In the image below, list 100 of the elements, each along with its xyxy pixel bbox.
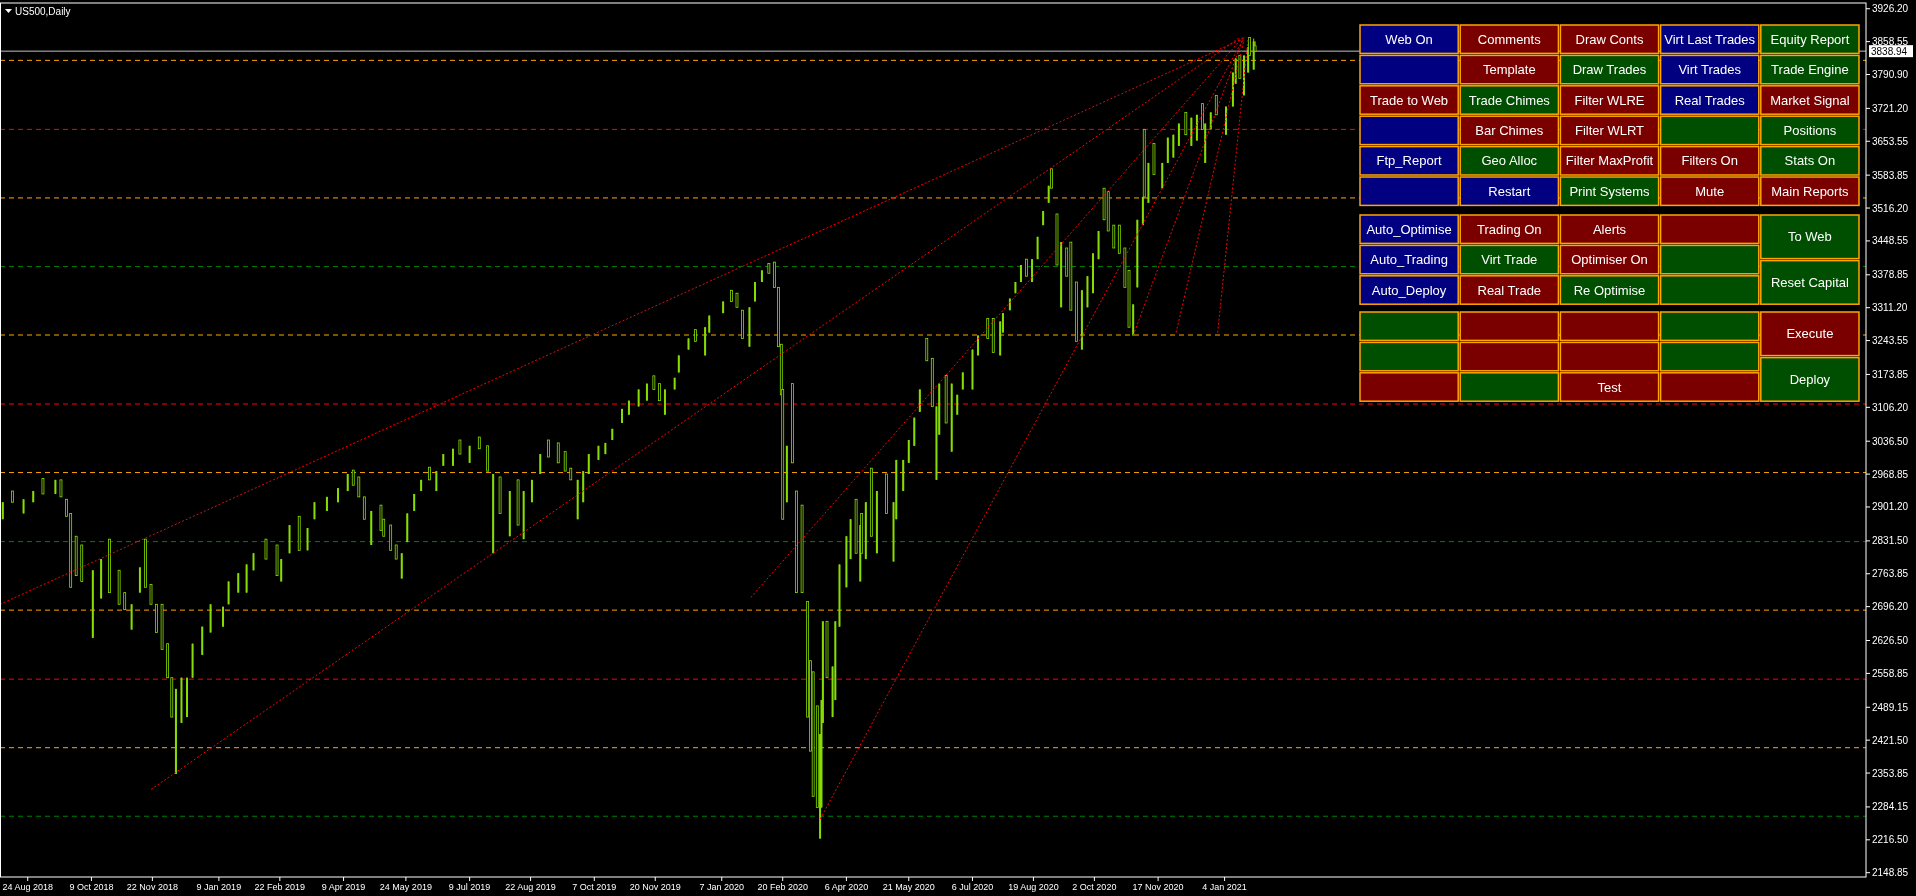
button: Stats On (1760, 145, 1860, 176)
y-tick-label: 2284.15 (1872, 801, 1909, 813)
x-tick-label: 7 Jan 2020 (699, 882, 745, 892)
y-tick-label: 2558.85 (1872, 667, 1909, 679)
category-label: Geo Alloc (1481, 153, 1538, 169)
x-tick-label: 24 May 2019 (379, 882, 432, 892)
button: Bar Chimes (1459, 115, 1560, 146)
category-label: Virt Trade (1481, 252, 1538, 268)
y-tick-label: 3653.55 (1872, 135, 1909, 147)
button: Equity Report (1760, 24, 1860, 55)
y-tick-label: 2901.20 (1872, 501, 1909, 513)
button: Trade to Web (1359, 85, 1459, 115)
category-label: Trade Engine (1771, 62, 1849, 78)
button: Template (1459, 54, 1560, 85)
category-label: Filter WLRT (1574, 122, 1645, 138)
y-tick-label: 3721.20 (1872, 102, 1909, 114)
category-label: Comments (1477, 31, 1542, 47)
category-label: Trade Chimes (1468, 92, 1551, 108)
button: Deploy (1760, 356, 1860, 402)
x-tick-label: 9 Jul 2019 (448, 882, 491, 892)
x-tick-label: 24 Aug 2018 (2, 882, 53, 892)
category-label: Ftp_Report (1376, 153, 1442, 169)
button: Geo Alloc (1459, 145, 1560, 176)
x-tick-label: 20 Feb 2020 (757, 882, 808, 892)
y-tick-label: 3790.90 (1872, 69, 1909, 80)
x-tick-label: 19 Aug 2020 (1008, 882, 1059, 892)
y-tick-label: 3858.55 (1872, 36, 1909, 48)
button: Restart (1459, 176, 1560, 207)
category-label: Filter WLRE (1574, 92, 1645, 108)
button: Auto_Deploy (1359, 275, 1459, 305)
ref-line-label: 3838.94 (1871, 45, 1908, 57)
x-tick-label: 2 Oct 2020 (1072, 882, 1117, 892)
button: Positions (1760, 115, 1860, 146)
button: Filter MaxProfit (1559, 145, 1660, 176)
x-tick-label: 17 Nov 2020 (1132, 882, 1184, 892)
y-tick-label: 3036.50 (1872, 435, 1909, 447)
category-label: Filter MaxProfit (1565, 153, 1654, 169)
x-tick-label: 22 Feb 2019 (254, 882, 306, 892)
y-tick-label: 3583.85 (1872, 169, 1909, 181)
category-label: Deploy (1789, 371, 1831, 387)
x-tick-label: 22 Nov 2018 (126, 882, 178, 892)
category-label: Alerts (1592, 221, 1627, 237)
y-tick-label: 3173.85 (1872, 368, 1909, 380)
y-tick-label: 3926.20 (1872, 3, 1909, 15)
y-tick-label: 3243.55 (1872, 335, 1909, 347)
x-tick-label: 6 Apr 2020 (824, 882, 869, 892)
category-label: Trade to Web (1370, 92, 1449, 108)
category-label: Stats On (1784, 153, 1836, 169)
category-label: To Web (1787, 229, 1832, 245)
category-label: Auto_Trading (1370, 252, 1448, 268)
y-tick-label: 2421.50 (1872, 734, 1909, 746)
category-label: Virt Trades (1678, 62, 1742, 78)
button: Trading On (1459, 214, 1560, 245)
button: Trade Engine (1760, 54, 1860, 85)
category-label: Market Signal (1770, 92, 1850, 108)
button: Web On (1359, 24, 1459, 55)
x-tick-label: 9 Oct 2018 (69, 882, 114, 892)
category-label: Bar Chimes (1475, 122, 1544, 138)
button: Optimiser On (1559, 244, 1660, 275)
button: Main Reports (1760, 176, 1860, 207)
category-label: Re Optimise (1573, 282, 1646, 298)
button: Virt Trade (1459, 244, 1560, 275)
category-label: Test (1597, 379, 1622, 395)
button: Real Trades (1659, 85, 1760, 115)
category-label: Filters On (1681, 153, 1738, 169)
button: Filter WLRE (1559, 85, 1660, 115)
x-tick-label: 6 Jul 2020 (951, 882, 994, 892)
y-tick-label: 2489.15 (1872, 701, 1909, 713)
button: Alerts (1559, 214, 1660, 245)
button: Auto_Trading (1359, 244, 1459, 275)
button: Auto_Optimise (1359, 214, 1459, 245)
button: Ftp_Report (1359, 145, 1459, 176)
y-tick-label: 2831.50 (1872, 535, 1909, 547)
category-label: Template (1482, 62, 1536, 78)
x-tick-label: 9 Jan 2019 (196, 882, 242, 892)
y-tick-label: 3378.85 (1872, 269, 1909, 281)
category-label: Auto_Deploy (1371, 282, 1447, 298)
category-label: Optimiser On (1571, 252, 1648, 268)
chart-title: US500,Daily (15, 6, 71, 17)
button: To Web (1760, 214, 1860, 260)
x-tick-label: 9 Apr 2019 (321, 882, 366, 892)
category-label: Positions (1783, 122, 1837, 138)
category-label: Auto_Optimise (1366, 221, 1452, 237)
x-tick-label: 20 Nov 2019 (629, 882, 681, 892)
x-tick-label: 21 May 2020 (882, 882, 935, 892)
category-label: Reset Capital (1770, 274, 1850, 290)
button: Virt Trades (1659, 54, 1760, 85)
button: Re Optimise (1559, 275, 1660, 305)
category-label: Real Trades (1674, 92, 1746, 108)
category-label: Draw Conts (1575, 31, 1644, 47)
button: Comments (1459, 24, 1560, 55)
category-label: Mute (1695, 183, 1725, 199)
button: Draw Trades (1559, 54, 1660, 85)
y-tick-label: 2626.50 (1872, 635, 1909, 647)
x-tick-label: 4 Jan 2021 (1202, 882, 1247, 892)
category-label: Print Systems (1569, 183, 1651, 199)
category-label: Equity Report (1770, 31, 1850, 47)
y-tick-label: 3516.20 (1872, 202, 1909, 214)
button: Virt Last Trades (1659, 24, 1760, 55)
button: Execute (1760, 311, 1860, 357)
